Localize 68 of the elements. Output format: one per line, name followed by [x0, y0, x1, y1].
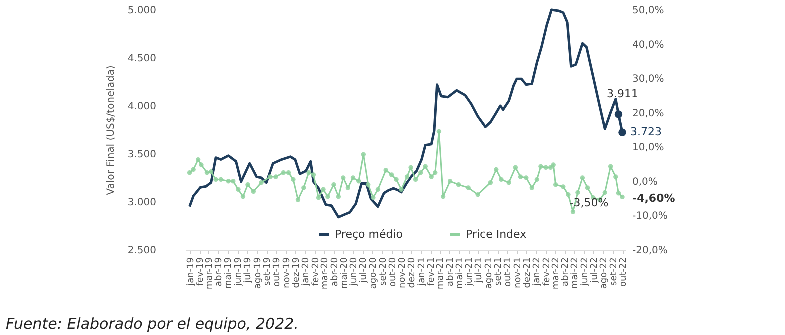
x-tick-label: nov-20: [398, 257, 408, 288]
x-tick-label: jul-19: [244, 257, 254, 284]
x-tick-label: jul-21: [474, 258, 485, 284]
x-tick-label: out-21: [504, 258, 514, 287]
y-tick-label: 2.500: [128, 246, 156, 256]
x-tick-label: abr-21: [446, 258, 456, 287]
x-tick-label: mai-19: [224, 257, 234, 289]
x-tick-label: dez-20: [408, 257, 418, 288]
x-tick-label: ago-20: [368, 257, 379, 290]
x-tick-label: jan-20: [302, 257, 312, 287]
x-tick-label: set-20: [378, 257, 389, 286]
x-tick-label: abr-19: [214, 257, 225, 287]
x-tick-label: jun-22: [580, 258, 590, 288]
x-tick-label: ago-22: [600, 258, 610, 290]
y2-tick-label: 20,0%: [632, 108, 664, 120]
y-tick-label: 4.500: [128, 54, 156, 64]
x-tick-label: mar-20: [320, 257, 331, 290]
x-tick-label: set-22: [610, 258, 620, 286]
x-tick-label: jan-19: [186, 257, 196, 287]
data-label: 3.723: [630, 126, 662, 139]
x-tick-label: mar-22: [551, 258, 562, 290]
x-tick-label: out-19: [272, 257, 283, 287]
x-tick-label: mai-20: [340, 257, 350, 289]
y2-tick-label: -20,0%: [632, 246, 668, 256]
data-label: 3.911: [606, 88, 638, 101]
y2-tick-label: 50,0%: [632, 6, 664, 16]
x-tick-label: fev-22: [542, 258, 553, 286]
x-tick-label: fev-21: [427, 258, 438, 286]
x-tick-label: nov-19: [282, 257, 292, 288]
x-tick-label: mar-21: [436, 258, 446, 290]
x-tick-label: out-20: [388, 257, 398, 287]
x-tick-label: set-19: [263, 257, 274, 286]
x-tick-label: jun-19: [234, 257, 244, 288]
legend-label: Preço médio: [335, 228, 404, 241]
y2-tick-label: 30,0%: [632, 74, 664, 86]
x-tick-label: mar-19: [204, 257, 215, 290]
x-tick-label: ago-19: [253, 257, 264, 290]
x-tick-label: jan-22: [532, 258, 543, 287]
source-note: Fuente: Elaborado por el equipo, 2022.: [6, 315, 299, 333]
x-tick-label: fev-19: [196, 257, 206, 286]
x-tick-label: mai-22: [570, 258, 581, 289]
y2-tick-label: 10,0%: [632, 142, 664, 154]
legend-label: Price Index: [466, 228, 528, 241]
y-tick-label: 3.000: [128, 198, 156, 208]
x-tick-label: dez-21: [522, 258, 533, 288]
data-label: -3,50%: [570, 196, 609, 210]
x-tick-label: nov-21: [513, 258, 524, 288]
x-tick-label: dez-19: [292, 257, 302, 288]
y-axis-title: Valor Final (US$/tonelada): [106, 66, 117, 196]
x-tick-label: abr-22: [561, 258, 572, 287]
y2-tick-label: 40,0%: [632, 40, 664, 51]
x-tick-label: fev-20: [311, 257, 322, 286]
x-tick-label: ago-21: [484, 258, 494, 290]
y-tick-label: 4.000: [128, 102, 156, 112]
y2-tick-label: -10,0%: [632, 211, 668, 222]
x-tick-label: jul-22: [590, 258, 600, 284]
x-tick-label: jun-20: [350, 257, 360, 288]
x-tick-label: set-21: [494, 258, 504, 286]
y-tick-label: 3.500: [128, 150, 156, 160]
y2-tick-label: 0,0%: [632, 176, 658, 188]
x-tick-label: jan-21: [417, 258, 428, 287]
x-tick-label: out-22: [619, 258, 630, 287]
data-label: -4,60%: [632, 192, 676, 206]
x-tick-label: jul-20: [359, 257, 370, 284]
y-tick-label: 5.000: [128, 6, 156, 16]
x-tick-label: mai-21: [455, 258, 466, 289]
x-tick-label: jun-21: [465, 258, 476, 288]
x-tick-label: abr-20: [330, 257, 340, 287]
